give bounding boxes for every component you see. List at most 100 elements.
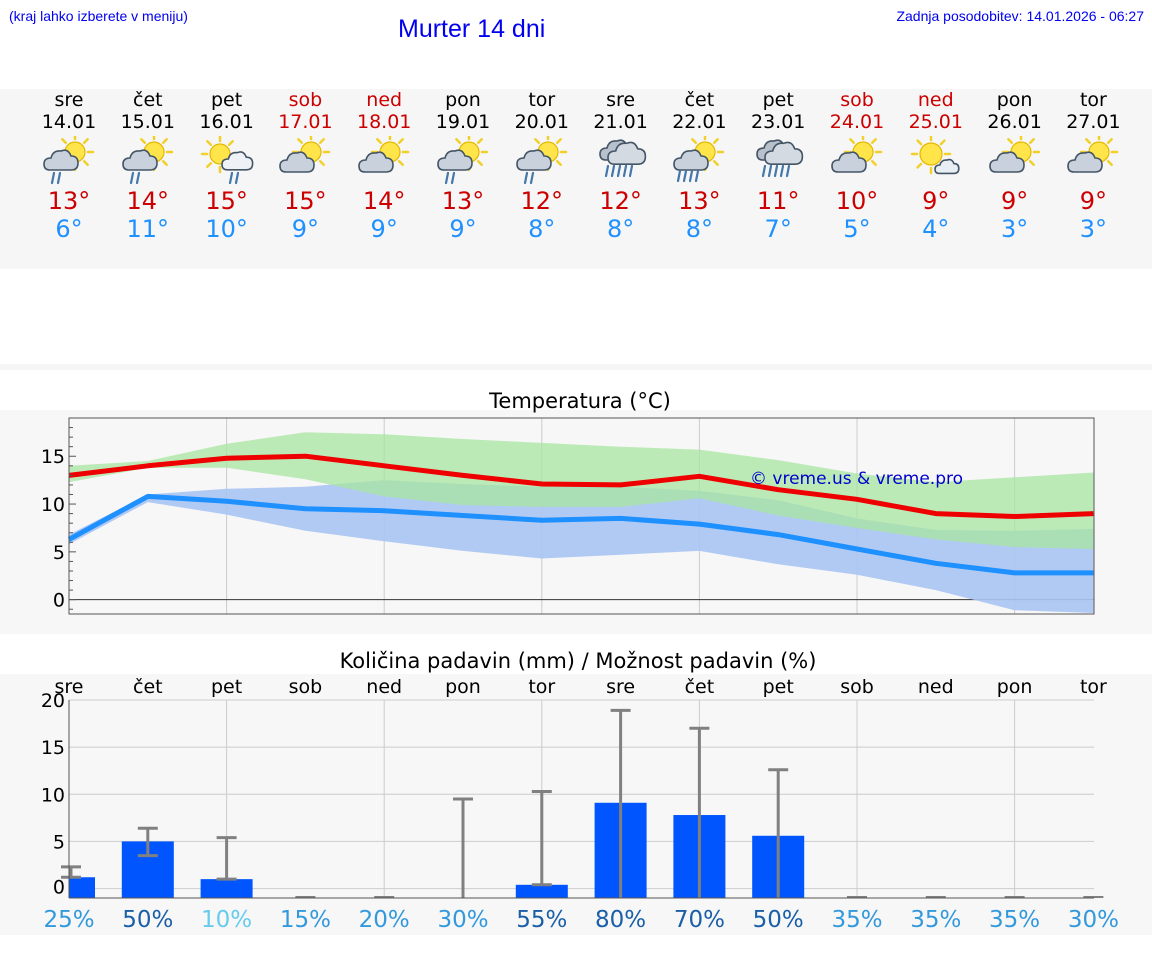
precipitation-chance: 80%	[595, 907, 646, 933]
day-column: čet 22.01 13° 8°	[659, 89, 739, 243]
max-temperature: 13°	[441, 187, 485, 215]
min-temperature: 3°	[1079, 215, 1108, 243]
temperature-frame	[68, 417, 1095, 615]
temperature-y-tick: 15	[41, 446, 65, 468]
day-date: 21.01	[593, 111, 648, 133]
precipitation-chart-title: Količina padavin (mm) / Možnost padavin …	[340, 649, 817, 673]
partly-cloudy-rain-icon	[42, 132, 96, 186]
max-temperature: 9°	[1000, 187, 1029, 215]
day-column: sob 24.01 10° 5°	[817, 89, 897, 243]
precipitation-chance: 30%	[1068, 907, 1119, 933]
partly-cloudy-icon	[278, 132, 332, 186]
max-temperature: 10°	[835, 187, 879, 215]
precipitation-day-label: tor	[1080, 676, 1107, 698]
day-name: čet	[684, 89, 715, 111]
day-column: sre 14.01 13° 6°	[29, 89, 109, 243]
max-temperature: 15°	[205, 187, 248, 215]
day-date: 23.01	[750, 111, 806, 133]
precipitation-bar	[69, 877, 95, 898]
precipitation-y-tick: 0	[53, 877, 65, 899]
day-name: pet	[210, 89, 243, 111]
max-temperature: 12°	[520, 187, 564, 215]
max-temperature: 9°	[922, 187, 950, 215]
precipitation-chance: 15%	[280, 907, 331, 933]
precipitation-y-tick: 5	[53, 831, 65, 853]
day-column: tor 27.01 9° 3°	[1053, 89, 1133, 243]
day-name: čet	[133, 89, 163, 111]
min-temperature: 10°	[205, 215, 248, 243]
day-name: sre	[606, 89, 636, 111]
sun-small-cloud-icon	[909, 133, 963, 186]
precipitation-chance: 35%	[831, 907, 882, 933]
precipitation-chance: 35%	[910, 907, 961, 933]
region-hint: (kraj lahko izberete v meniju)	[9, 8, 188, 24]
partly-cloudy-rain-icon	[121, 132, 175, 186]
temperature-y-tick: 5	[53, 542, 65, 564]
precipitation-day-label: čet	[133, 676, 163, 698]
min-temperature-line	[67, 493, 1094, 576]
day-name: pet	[762, 89, 794, 111]
day-date: 17.01	[278, 111, 333, 133]
max-temperature: 13°	[678, 187, 721, 215]
min-temperature: 9°	[449, 215, 477, 243]
precipitation-chance: 70%	[674, 907, 725, 933]
day-date: 27.01	[1066, 111, 1121, 133]
precipitation-chance: 50%	[122, 907, 173, 933]
day-column: pet 16.01 15° 10°	[187, 89, 267, 243]
partly-cloudy-rain-icon	[515, 132, 569, 186]
min-temperature: 8°	[528, 215, 556, 243]
partly-cloudy-icon	[988, 132, 1042, 186]
sun-cloud-rain-icon	[200, 134, 254, 186]
precipitation-day-label: sob	[840, 676, 874, 698]
min-temperature: 9°	[370, 215, 398, 243]
max-temperature: 11°	[756, 187, 800, 215]
precipitation-day-label: pon	[445, 676, 481, 698]
day-date: 24.01	[829, 111, 885, 133]
precipitation-y-tick: 10	[41, 784, 65, 806]
max-temperature-line	[68, 453, 1094, 519]
min-temperature: 9°	[291, 215, 320, 243]
precipitation-chance: 20%	[359, 907, 410, 933]
day-name: tor	[1079, 89, 1107, 111]
max-temperature: 12°	[599, 187, 642, 215]
precipitation-chance: 10%	[201, 907, 252, 933]
day-name: ned	[917, 89, 954, 111]
max-temperature: 14°	[126, 187, 170, 215]
partly-cloudy-icon	[357, 132, 411, 186]
day-column: pet 23.01 11° 7°	[738, 89, 818, 243]
precipitation-day-label: sre	[606, 676, 635, 698]
day-date: 25.01	[908, 111, 963, 133]
min-temperature: 8°	[606, 215, 635, 243]
page-title: Murter 14 dni	[398, 15, 546, 43]
precipitation-bar	[515, 884, 568, 898]
temperature-y-tick: 0	[53, 590, 65, 612]
min-temperature: 8°	[685, 215, 714, 243]
max-temperature: 14°	[362, 187, 406, 215]
day-date: 15.01	[120, 111, 175, 133]
temperature-chart: Temperatura (°C) 0 5 10 15 © vreme.us & vrem…	[0, 389, 1152, 634]
precipitation-day-label: sre	[55, 676, 84, 698]
partly-cloudy-heavy-rain-icon	[672, 132, 726, 186]
precipitation-day-label: pet	[211, 676, 242, 698]
min-temperature: 3°	[1000, 215, 1029, 243]
day-column: sob 17.01 15° 9°	[265, 89, 345, 243]
max-temperature: 9°	[1079, 187, 1108, 215]
min-temperature-range-band	[69, 480, 1094, 613]
day-date: 18.01	[356, 111, 412, 133]
temperature-y-tick: 10	[41, 494, 65, 516]
cloudy-heavy-rain-icon	[594, 136, 648, 186]
precipitation-chance: 55%	[516, 907, 567, 933]
day-date: 14.01	[41, 111, 97, 133]
day-column: ned 25.01 9° 4°	[896, 89, 976, 243]
partly-cloudy-icon	[1066, 132, 1120, 186]
precipitation-day-label: ned	[366, 676, 402, 698]
max-temperature-range-band	[69, 432, 1094, 549]
min-temperature: 7°	[764, 215, 792, 243]
day-date: 16.01	[199, 111, 254, 133]
day-column: pon 19.01 13° 9°	[423, 89, 503, 243]
precipitation-day-label: pon	[997, 676, 1033, 698]
precipitation-chance: 35%	[989, 907, 1040, 933]
day-date: 19.01	[435, 111, 491, 133]
day-name: pon	[445, 89, 481, 111]
forecast-strip	[0, 89, 1152, 269]
